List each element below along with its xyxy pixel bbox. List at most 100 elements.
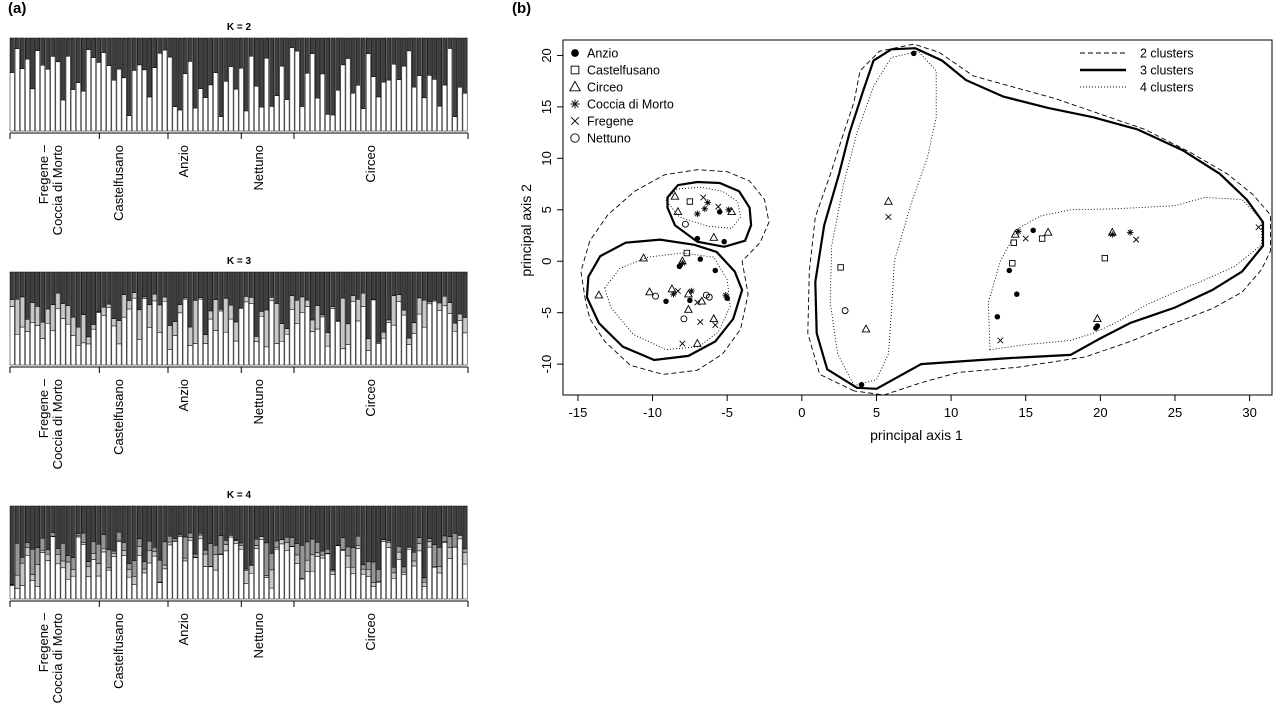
bar-segment [86,37,91,50]
bar-segment [350,271,356,296]
bar-segment [111,37,117,81]
population-label: Circeo [363,145,378,183]
bar-segment [259,505,264,537]
population-label: Nettuno [251,145,266,191]
bar-segment [126,271,132,301]
bar-segment [233,505,239,541]
bar-segment [228,37,234,67]
bar-segment [86,505,91,562]
population-label: Circeo [363,613,378,651]
bar-segment [330,505,336,571]
bar-segment [30,505,35,550]
bar-segment [401,505,407,568]
panel-b-label: (b) [512,0,532,17]
bar-segment [462,271,468,318]
point-square [1010,239,1017,246]
legend-item-asterisk: Coccia di Morto [587,98,674,112]
bar-segment [147,37,152,98]
bar-segment [50,505,56,533]
bar-segment [279,37,285,67]
point-dot [1093,325,1099,331]
bar-segment [289,271,295,296]
bar-segment [198,505,203,534]
point-triangle [568,80,582,92]
point-asterisk [704,199,712,206]
bar-segment [421,271,427,301]
plot-frame [562,39,1273,396]
point-dot [1030,227,1036,234]
bar-segment [309,271,315,321]
bar-segment [111,271,117,319]
bar-segment [167,505,173,537]
bar-segment [19,271,25,298]
bar-segment [350,505,356,548]
bar-segment [294,505,300,544]
bar-segment [264,505,269,544]
point-dot [724,295,730,302]
bar-segment [121,505,127,543]
bar-segment [121,271,127,295]
legend-item-triangle: Circeo [587,81,623,95]
bar-segment [304,37,310,74]
bar-segment [401,37,407,67]
bar-segment [198,271,203,298]
x-tick-label: 0 [798,405,805,420]
bar-segment [320,505,325,552]
bar-segment [416,37,422,76]
y-tick-label: 20 [539,48,554,62]
bar-segment [381,505,387,540]
bar-segment [152,37,158,68]
bar-segment [437,505,443,548]
point-triangle [639,253,649,262]
bar-segment [152,505,158,548]
bar-segment [391,37,397,65]
bar-segment [365,505,371,562]
bar-segment [406,37,412,52]
bar-segment [208,37,214,86]
bar-segment [116,271,122,321]
bar-segment [213,37,219,73]
bar-segment [167,271,173,326]
population-label: Fregene – [36,378,51,438]
bar-segment [182,37,188,74]
bar-segment [65,505,71,556]
bar-segment [101,271,107,308]
population-label: Anzio [176,379,191,412]
bar-segment [254,37,259,87]
contour-2-clusters [807,43,1271,396]
bar-segment [315,37,320,99]
point-cross [1255,224,1262,231]
bar-segment [396,37,402,80]
bar-segment [45,271,51,310]
bar-segment [35,505,40,548]
bar-segment [340,271,346,299]
bar-segment [177,37,183,111]
bar-segment [172,37,178,107]
bar-segment [101,37,107,53]
bar-segment [60,37,66,101]
bar-segment [106,271,112,305]
bar-segment [203,271,208,336]
bar-segment [96,271,102,312]
bar-segment [299,37,305,107]
point-triangle [1010,229,1020,238]
point-triangle [667,284,677,293]
bar-segment [427,505,432,539]
bar-segment [243,271,249,297]
bar-segment [182,505,188,538]
bar-segment [147,505,152,542]
point-asterisk [701,205,709,213]
point-square [1009,260,1016,267]
bar-segment [187,271,193,328]
bar-segment [248,37,254,57]
population-label: Nettuno [251,379,266,425]
bar-segment [203,37,208,98]
bar-segment [96,505,102,545]
bar-segment [360,37,366,109]
bar-segment [35,271,40,307]
point-circle [681,220,689,228]
bar-segment [294,37,300,52]
bar-segment [345,37,351,59]
legend-item-circle: Nettuno [587,132,631,146]
bar-segment [376,37,381,98]
